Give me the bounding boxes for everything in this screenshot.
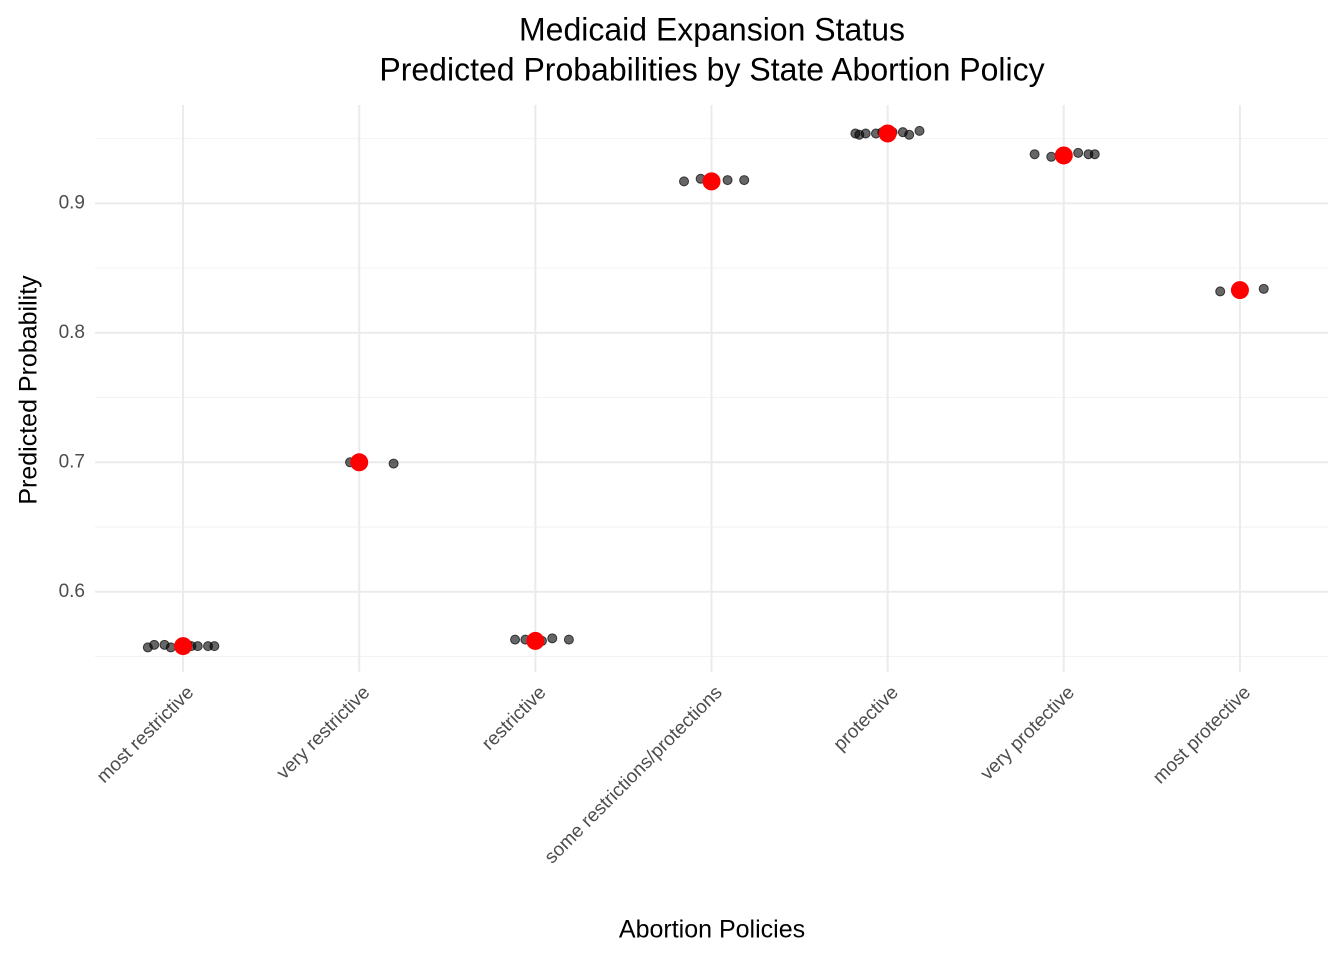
x-tick-label: some restrictions/protections [541,682,727,868]
point [1046,151,1057,162]
point [547,633,558,644]
mean-point [1230,281,1249,300]
mean-point [1054,146,1073,165]
x-tick-label: very restrictive [273,682,374,783]
chart-title: Medicaid Expansion Status [519,11,905,47]
point [860,128,871,139]
y-tick-label: 0.6 [59,581,85,602]
point [165,642,176,653]
x-axis-title: Abortion Policies [619,916,805,944]
point [563,634,574,645]
point [388,458,399,469]
point [510,634,521,645]
mean-point [702,172,721,191]
point [739,175,750,186]
x-tick-label: very protective [977,682,1079,784]
grid [95,105,1328,672]
point [1215,286,1226,297]
point [904,129,915,140]
mean-point [174,637,193,656]
mean-point [878,124,897,143]
marks: 0.6 0.7 0.8 0.9 most restrictive very restric… [59,124,1269,868]
x-tick-label: protective [830,682,903,755]
point [850,128,861,139]
point [209,641,220,652]
chart-subtitle: Predicted Probabilities by State Abortio… [379,51,1044,87]
point [192,641,203,652]
point [1089,149,1100,160]
point [914,125,925,136]
point [149,639,160,650]
x-tick-label: most restrictive [93,682,198,787]
y-axis-title: Predicted Probability [15,275,43,505]
mean-point [526,631,545,650]
point [1029,149,1040,160]
point [1073,147,1084,158]
x-tick-label: most protective [1149,682,1255,788]
y-tick-label: 0.9 [59,192,85,213]
y-tick-label: 0.8 [59,322,85,343]
mean-point [350,453,369,472]
y-tick-label: 0.7 [59,451,85,472]
x-tick-label: restrictive [478,682,550,754]
point [722,175,733,186]
point [679,176,690,187]
point [1258,283,1269,294]
